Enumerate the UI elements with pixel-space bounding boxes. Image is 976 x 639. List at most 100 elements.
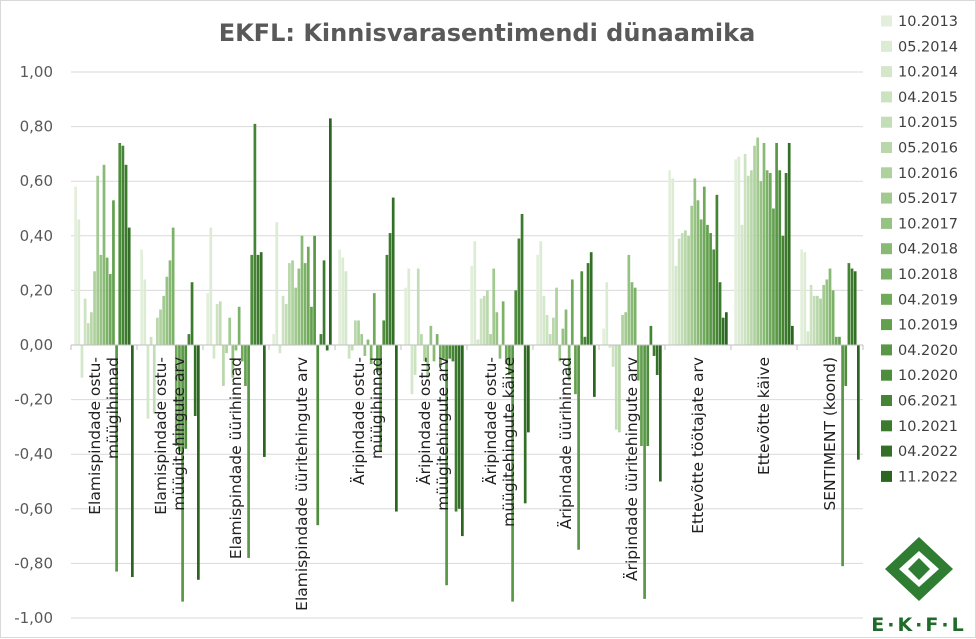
legend-swatch <box>881 293 892 305</box>
bar <box>495 312 499 345</box>
legend-label: 10.2014 <box>898 65 958 81</box>
ekfl-logo-text: E·K·F·L <box>871 614 966 636</box>
legend-swatch <box>881 243 892 255</box>
bar <box>209 227 213 345</box>
bar <box>668 170 671 345</box>
category-label: SENTIMENT (koond) <box>821 357 839 511</box>
category-label: Äripindade ostu-müügihinnad <box>349 357 386 485</box>
bar <box>197 345 200 580</box>
bar <box>379 345 382 452</box>
bar <box>514 290 518 345</box>
legend-swatch <box>881 420 892 432</box>
bar <box>690 205 694 345</box>
bar <box>561 328 565 345</box>
bar <box>256 254 260 345</box>
bar <box>385 254 389 345</box>
bar <box>382 320 386 345</box>
bar <box>319 334 323 345</box>
bar <box>369 345 373 365</box>
bar <box>247 345 250 558</box>
bar <box>734 159 737 345</box>
legend-label: 05.2014 <box>898 39 958 55</box>
bar <box>712 249 716 345</box>
bar <box>504 345 508 365</box>
y-tick-label: -0,80 <box>14 554 53 572</box>
legend-swatch <box>881 470 892 482</box>
bar <box>580 271 584 345</box>
bar <box>74 186 77 345</box>
bar <box>146 345 150 419</box>
bar <box>105 257 109 345</box>
bar <box>350 345 354 351</box>
bar <box>473 241 477 345</box>
legend-swatch <box>881 344 892 356</box>
bar <box>77 219 81 345</box>
legend-label: 10.2019 <box>898 318 958 334</box>
bar <box>605 282 609 345</box>
bar <box>476 339 480 345</box>
bar <box>841 345 844 567</box>
bar <box>234 345 238 351</box>
bar <box>608 345 612 348</box>
bar <box>627 254 631 345</box>
legend-label: 10.2020 <box>898 368 958 384</box>
bar <box>420 334 423 345</box>
bar <box>127 227 131 345</box>
bar <box>677 238 681 345</box>
bar <box>803 252 807 345</box>
bar <box>313 235 316 345</box>
bar <box>325 345 329 351</box>
bar <box>423 345 426 362</box>
legend-swatch <box>881 217 892 229</box>
bar <box>659 345 662 482</box>
bar <box>511 345 514 602</box>
category-label: Ettevõtte käive <box>755 357 773 475</box>
bar <box>652 345 656 356</box>
bar <box>819 298 822 345</box>
bar <box>762 142 766 345</box>
bar <box>784 173 788 345</box>
bar <box>187 334 191 345</box>
y-tick-label: -0,20 <box>14 391 53 409</box>
bar <box>193 345 197 416</box>
y-tick-label: 0,80 <box>20 118 53 136</box>
bar <box>347 345 351 359</box>
bar <box>536 254 539 345</box>
bar <box>131 345 134 578</box>
bar <box>83 298 87 345</box>
bar <box>442 345 445 359</box>
bar <box>388 233 392 345</box>
bar <box>366 339 370 345</box>
category-label: Äripindade ostu-müügitehingute käive <box>481 357 518 527</box>
bar <box>621 314 624 345</box>
bar <box>674 265 678 345</box>
bar <box>492 268 496 345</box>
bar <box>527 345 530 433</box>
bar <box>501 301 505 345</box>
bar <box>354 320 357 345</box>
bar <box>363 345 367 356</box>
legend-swatch <box>881 66 892 78</box>
bar <box>174 345 178 447</box>
bar <box>589 252 593 345</box>
bar <box>602 328 605 345</box>
bar <box>206 293 209 345</box>
bar <box>316 345 320 526</box>
bar <box>253 123 257 346</box>
bar <box>218 301 222 345</box>
legend-swatch <box>881 369 892 381</box>
bar <box>816 295 819 345</box>
bar <box>240 345 244 362</box>
bar <box>294 287 298 345</box>
bar <box>508 345 511 376</box>
bar <box>699 219 703 345</box>
legend-swatch <box>881 116 892 128</box>
bar <box>184 345 188 449</box>
legend-swatch <box>881 167 892 179</box>
bar <box>338 249 341 345</box>
legend-label: 04.2020 <box>898 343 958 359</box>
bar <box>772 208 775 345</box>
bar <box>850 268 854 345</box>
